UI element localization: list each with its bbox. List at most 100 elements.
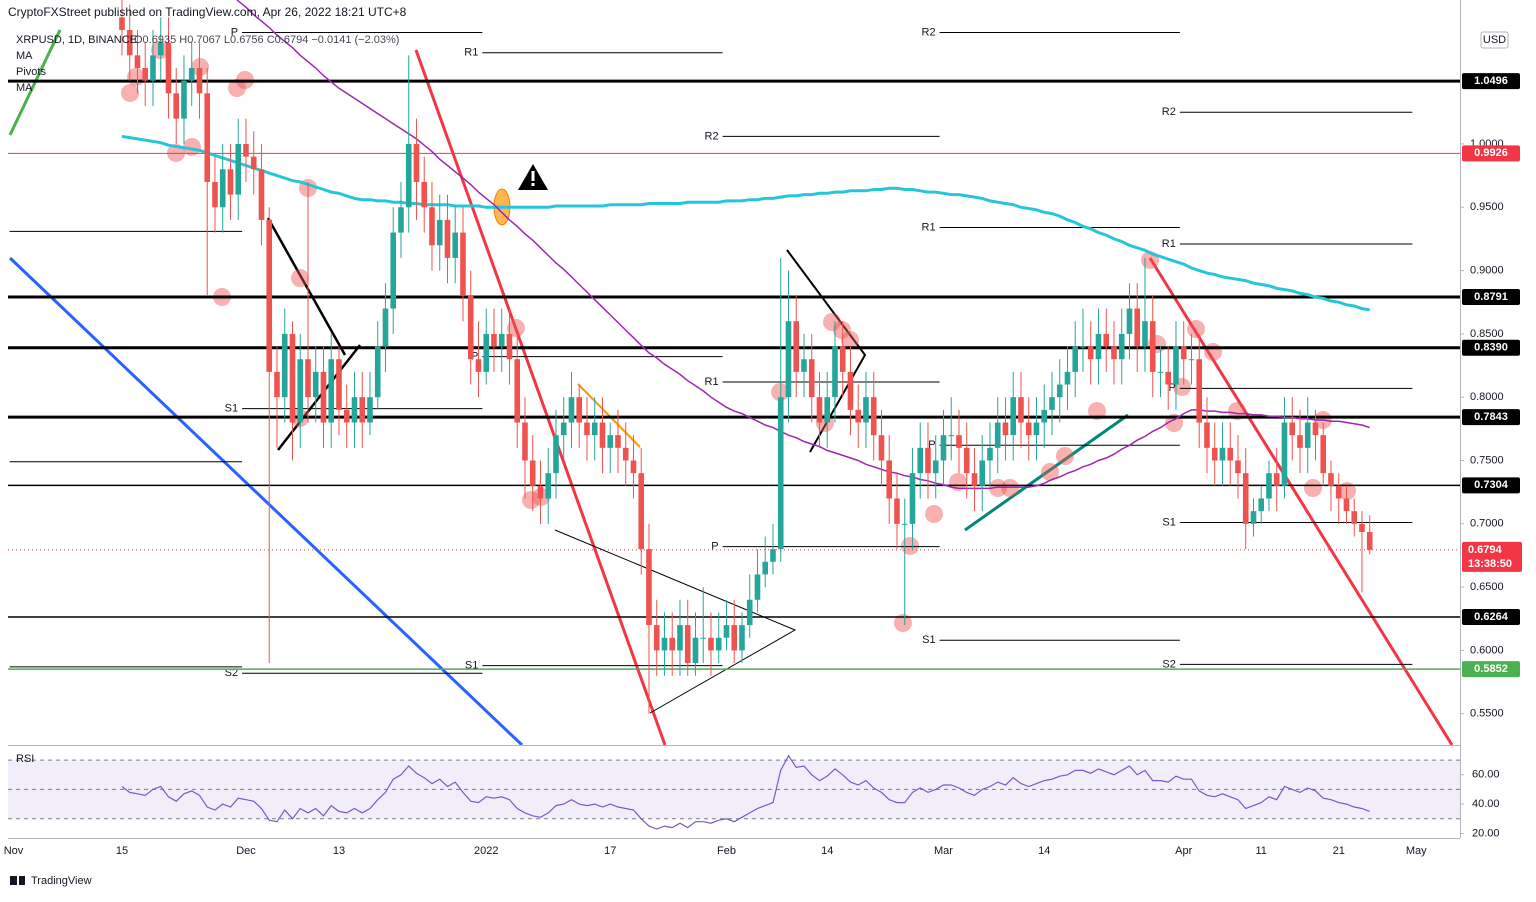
candle-body <box>1180 346 1187 360</box>
candle-body <box>839 346 846 372</box>
candle-body <box>1250 511 1257 524</box>
candle-body <box>382 308 389 347</box>
trend-line <box>8 256 524 745</box>
touch-marker <box>901 537 919 555</box>
candle-body <box>979 460 986 486</box>
level-label: 0.8791 <box>1474 291 1508 303</box>
x-tick-label: Mar <box>934 845 953 857</box>
candle-body <box>878 435 885 461</box>
touch-marker <box>183 138 201 156</box>
candle-body <box>855 409 862 423</box>
candle-body <box>1056 384 1063 398</box>
candle-body <box>1033 422 1040 436</box>
candle-body <box>886 460 893 499</box>
candle-body <box>661 637 668 651</box>
candle-body <box>971 473 978 486</box>
level-box <box>1462 339 1520 356</box>
candle-body <box>1134 308 1141 347</box>
pivot-label: R2 <box>705 130 719 142</box>
candle-body <box>219 169 226 208</box>
candle-body <box>281 333 288 398</box>
candle-body <box>847 371 854 410</box>
candle-body <box>801 359 807 372</box>
candle-body <box>235 143 242 195</box>
candle-body <box>1343 498 1350 512</box>
touch-marker <box>925 505 943 523</box>
trend-line <box>964 413 1129 532</box>
candle-body <box>390 232 397 309</box>
candle-body <box>754 574 761 600</box>
x-tick-label: Nov <box>4 845 24 857</box>
touch-marker <box>1228 402 1246 420</box>
candle-body <box>568 397 575 423</box>
candle-body <box>584 422 590 436</box>
candle-body <box>545 473 552 499</box>
candle-body <box>413 143 420 182</box>
candle-body <box>622 447 629 461</box>
candle-body <box>646 549 652 626</box>
candle-body <box>351 397 358 423</box>
level-label: 0.7843 <box>1474 411 1508 423</box>
candle-body <box>677 625 683 651</box>
candle-body <box>1351 511 1358 524</box>
x-tick-label: Apr <box>1175 845 1192 857</box>
candle-body <box>134 55 141 68</box>
logo-text: TradingView <box>31 875 92 887</box>
triangle <box>554 529 797 714</box>
candle-body <box>188 67 195 81</box>
candle-body <box>870 397 877 436</box>
x-tick-label: 14 <box>821 845 833 857</box>
candle-body <box>1010 397 1017 436</box>
candle-body <box>250 156 257 170</box>
candle-body <box>475 359 482 372</box>
candle-body <box>1002 422 1009 436</box>
candle-body <box>297 359 304 423</box>
candle-body <box>1297 435 1303 448</box>
candle-body <box>576 397 583 423</box>
candle-body <box>948 435 955 437</box>
candle-body <box>808 359 815 398</box>
trend-line <box>414 49 667 745</box>
indicator-label: MA <box>16 82 33 94</box>
candle-body <box>483 333 490 372</box>
rsi-tick-label: 60.00 <box>1472 769 1500 781</box>
pivot-label: P <box>231 26 238 38</box>
candle-body <box>1149 321 1156 372</box>
touch-marker <box>1204 343 1222 361</box>
candle-body <box>762 561 769 575</box>
candle-body <box>367 397 373 423</box>
y-tick-label: 0.6500 <box>1470 581 1504 593</box>
candle-body <box>925 447 931 474</box>
y-tick-label: 0.6000 <box>1470 644 1504 656</box>
level-label: 0.7304 <box>1474 479 1509 491</box>
candle-body <box>1281 422 1288 486</box>
candle-body <box>374 346 381 398</box>
touch-marker <box>833 321 851 339</box>
candle-body <box>599 422 606 448</box>
level-label: 0.8390 <box>1474 342 1508 354</box>
pivot-label: R1 <box>1162 238 1176 250</box>
candle-body <box>1320 435 1327 474</box>
candle-body <box>739 625 745 651</box>
x-tick-label: Feb <box>717 845 736 857</box>
candle-body <box>1359 523 1365 533</box>
candle-body <box>227 169 234 195</box>
countdown: 13:38:50 <box>1468 558 1512 570</box>
candle-body <box>591 422 598 436</box>
candle-body <box>405 143 412 208</box>
touch-marker <box>291 269 309 287</box>
level-box <box>1462 661 1520 678</box>
moving-average <box>121 134 1370 312</box>
candle-body <box>1196 359 1203 423</box>
touch-marker <box>1056 447 1074 465</box>
published-line: CryptoFXStreet published on TradingView.… <box>8 5 407 19</box>
touch-marker <box>121 84 139 102</box>
y-tick-label: 0.5500 <box>1470 708 1504 720</box>
candle-body <box>1328 473 1334 486</box>
candle-body <box>638 473 645 550</box>
level-box <box>1462 608 1520 625</box>
candle-body <box>1064 371 1071 385</box>
x-tick-label: 11 <box>1256 845 1267 857</box>
